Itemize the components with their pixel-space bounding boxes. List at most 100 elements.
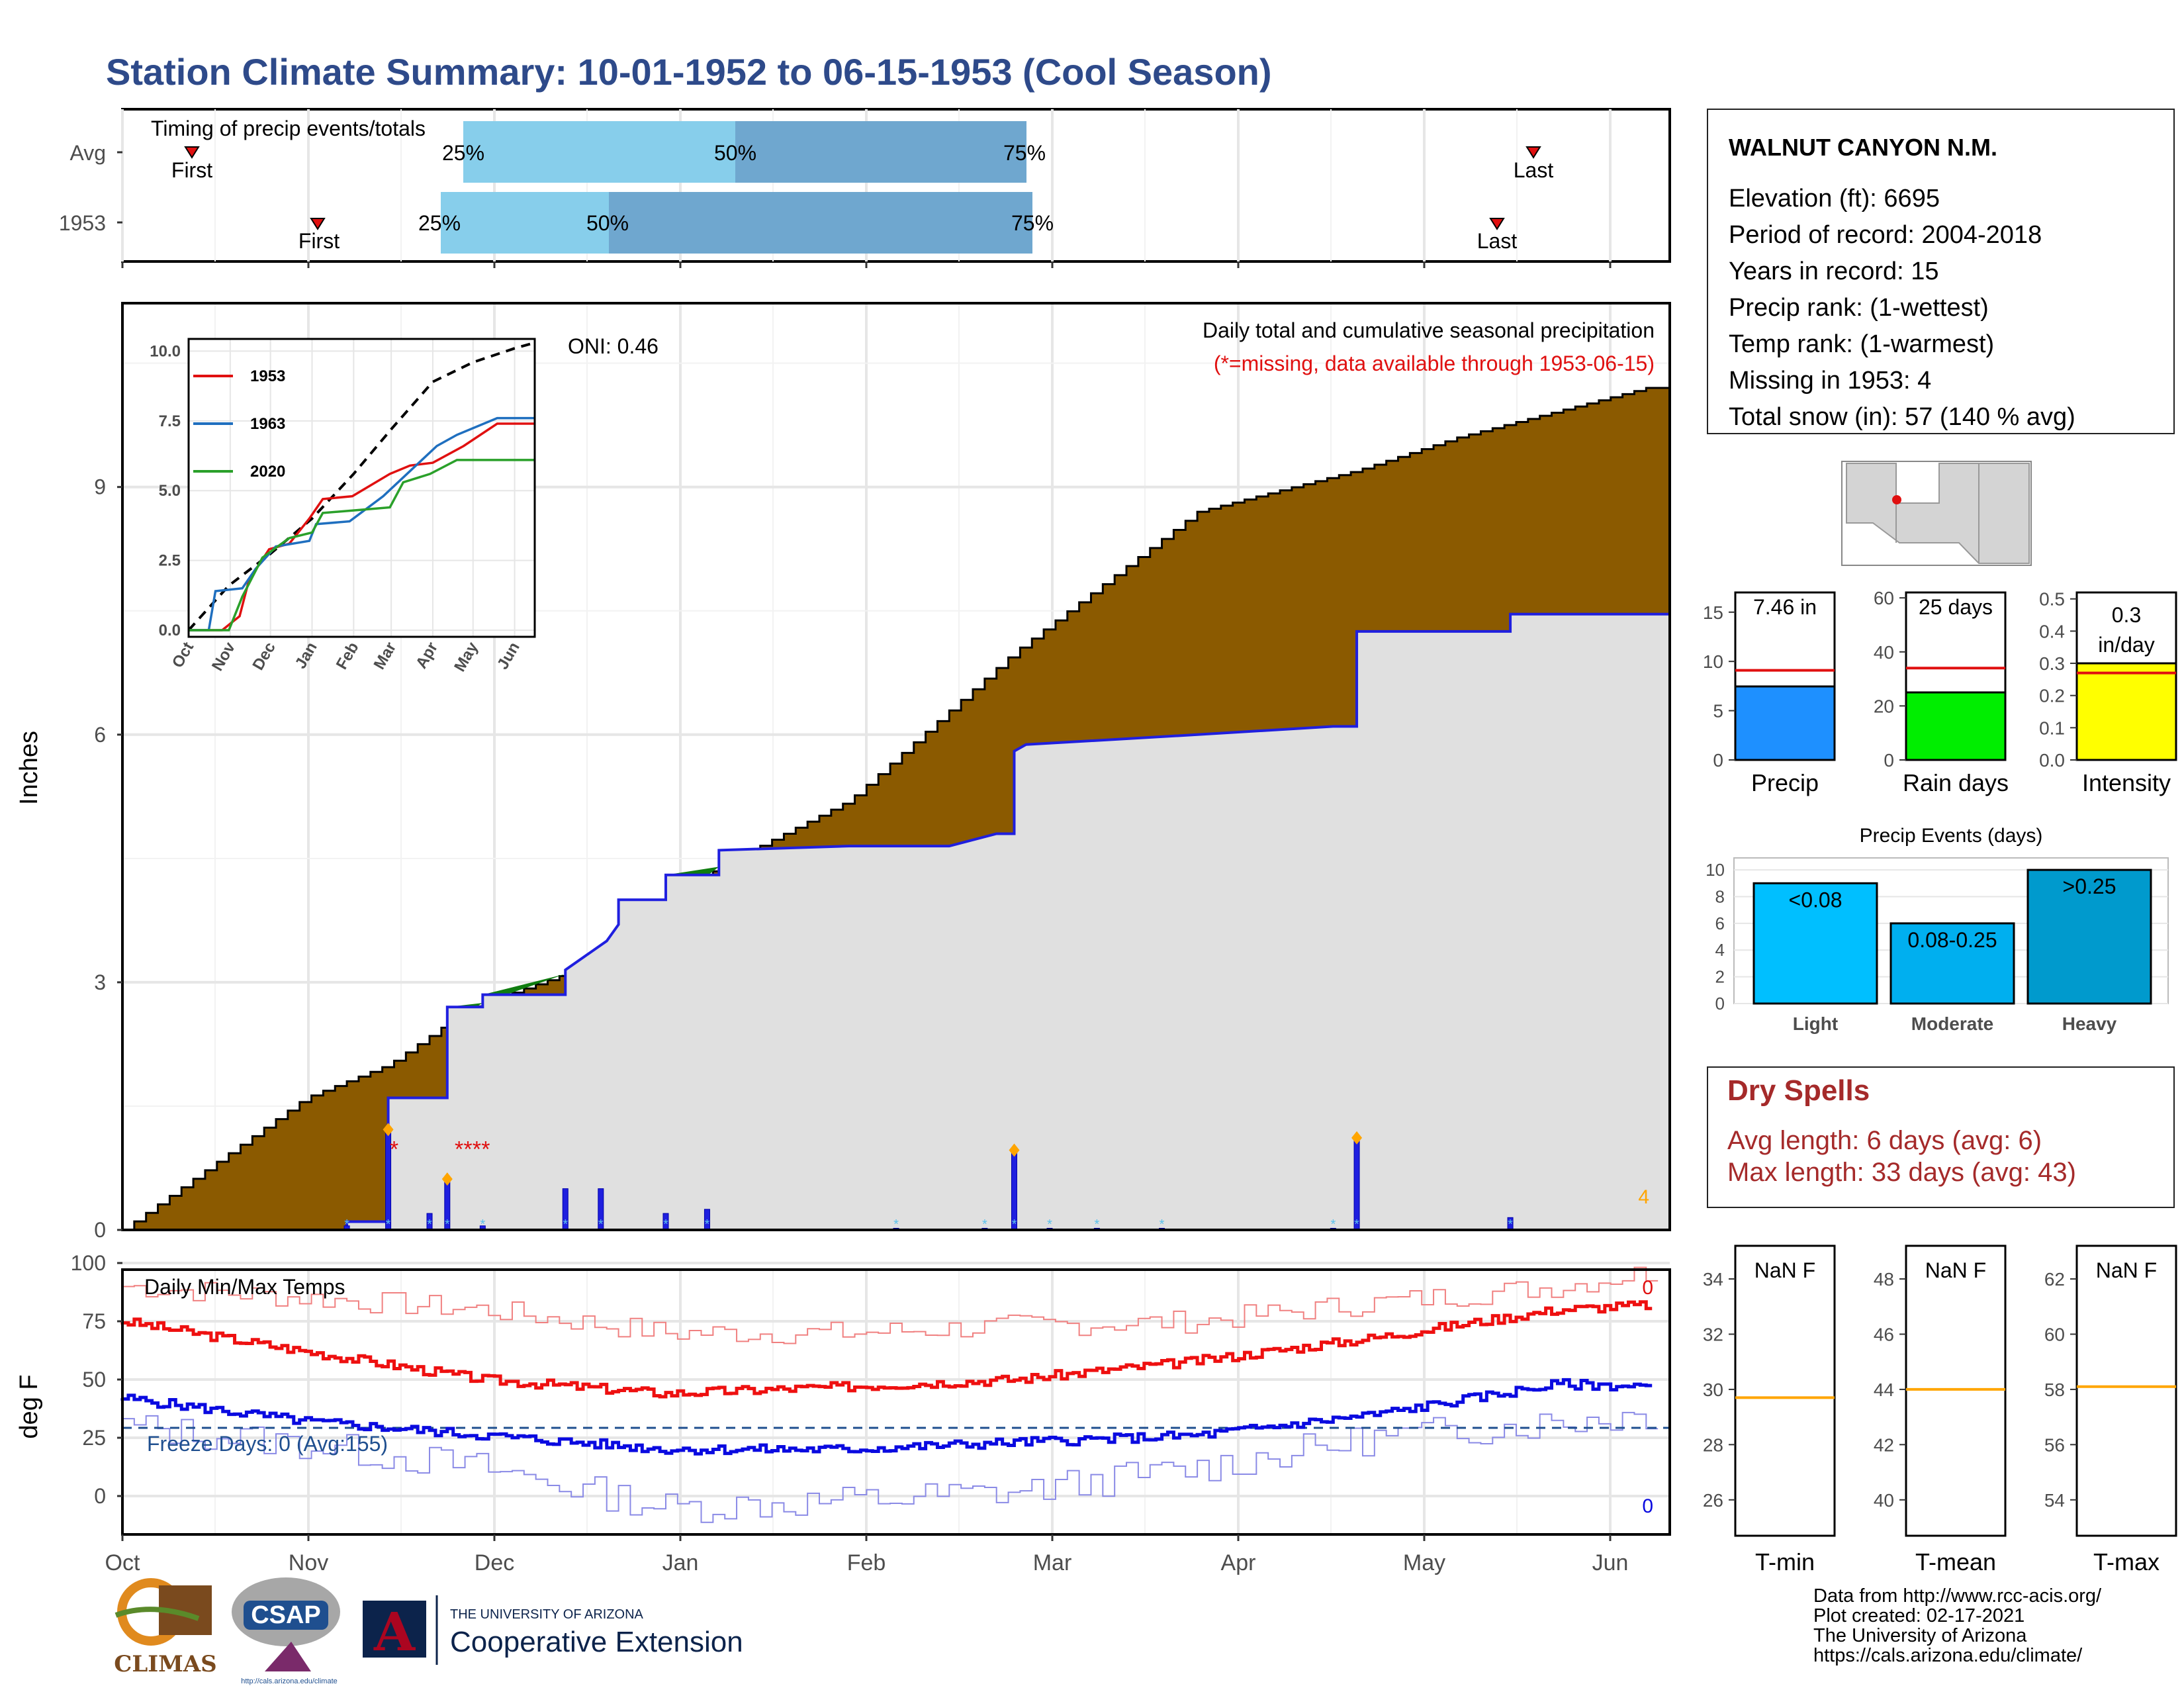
page-title: Station Climate Summary: 10-01-1952 to 0… (106, 51, 1272, 93)
snow-day-mark: * (480, 1217, 485, 1232)
precip-ytick: 9 (94, 475, 106, 499)
snow-day-mark: * (598, 1217, 604, 1232)
temp-summary-ytick: 60 (2044, 1324, 2065, 1344)
event-label: Heavy (2062, 1013, 2117, 1034)
csap-logo: CSAP http://cals.arizona.edu/climate (232, 1577, 340, 1685)
events-ytick: 2 (1715, 967, 1725, 987)
station-name: WALNUT CANYON N.M. (1729, 134, 1997, 161)
year-cumulative-area (122, 614, 1670, 1230)
summary-ytick: 0.3 (2039, 653, 2065, 674)
temp-summary-chart: 26 28 30 32 34 NaN F T-min (1703, 1244, 1836, 1575)
events-ytick: 6 (1715, 914, 1725, 933)
station-info-line: Precip rank: (1-wettest) (1729, 294, 1989, 322)
inset-background (189, 339, 535, 637)
event-label: Moderate (1911, 1013, 1993, 1034)
summary-bar-chart: 0 20 40 60 25 days Rain days (1874, 588, 2009, 796)
temp-summary-value: NaN F (2096, 1258, 2157, 1282)
summary-bars: 0 5 10 15 7.46 in Precip 0 20 40 60 25 days Rain da… (1703, 588, 2177, 796)
inset-1953-line (189, 422, 535, 632)
precip-events-chart: Precip Events (days) 0 2 4 6 8 10 <0.08 Light 0.… (1706, 825, 2169, 1034)
station-info-line: Total snow (in): 57 (140 % avg) (1729, 403, 2075, 431)
events-ytick: 8 (1715, 886, 1725, 906)
max-count: 0 (1642, 1277, 1653, 1299)
credit-line-2: Plot created: 02-17-2021 (1813, 1605, 2025, 1626)
temp-background (122, 1270, 1670, 1534)
temp-summary-ytick: 58 (2044, 1380, 2065, 1400)
year-cumulative-line (122, 612, 1670, 1231)
daily-precip-bar (1353, 1139, 1360, 1231)
events-ytick: 10 (1706, 860, 1725, 880)
freeze-days: Freeze Days: 0 (Avg:155) (147, 1432, 388, 1456)
station-info-line: Missing in 1953: 4 (1729, 367, 1931, 395)
snow-day-mark: * (563, 1217, 568, 1232)
summary-bar (1734, 685, 1836, 761)
summary-label: Precip (1751, 769, 1819, 796)
snow-day-mark: * (344, 1217, 349, 1232)
precip-ylabel: Inches (15, 731, 43, 805)
snow-marker (1351, 1131, 1363, 1145)
month-label: Mar (1033, 1550, 1072, 1575)
year-bar-late (609, 192, 1032, 254)
missing-marker: * (481, 1137, 490, 1162)
event-bar (1889, 922, 2015, 1005)
temp-summary-ytick: 62 (2044, 1269, 2065, 1289)
summary-ytick: 5 (1713, 701, 1723, 722)
snow-day-mark: * (663, 1217, 668, 1232)
events-ytick: 4 (1715, 940, 1725, 960)
ua-logo: A THE UNIVERSITY OF ARIZONA Cooperative … (363, 1595, 743, 1665)
summary-ytick: 40 (1874, 642, 1894, 663)
month-label: Apr (1221, 1550, 1256, 1575)
temp-summary-ytick: 46 (1874, 1324, 1894, 1344)
event-bar-text: 0.08-0.25 (1907, 928, 1997, 952)
missing-marker: * (390, 1137, 398, 1162)
temp-summary-charts: 26 28 30 32 34 NaN F T-min 40 42 44 46 48 NaN F T-mea… (1703, 1244, 2177, 1575)
min-count: 0 (1642, 1495, 1653, 1517)
summary-bar (1905, 691, 2007, 761)
summary-ytick: 0.5 (2039, 589, 2065, 610)
logos: CLIMAS CSAP http://cals.arizona.edu/clim… (114, 1577, 743, 1685)
station-info-line: Elevation (ft): 6695 (1729, 185, 1940, 212)
year-last-label: Last (1477, 229, 1518, 253)
snow-day-mark: * (1330, 1217, 1336, 1232)
avg-first-marker (184, 146, 200, 159)
precip-ytick: 0 (94, 1218, 106, 1242)
precip-frame (121, 302, 1671, 1231)
dry-spells-title: Dry Spells (1727, 1074, 1870, 1107)
temp-title: Daily Min/Max Temps (144, 1275, 345, 1299)
record-min-line (122, 1411, 1659, 1523)
precip-ytick: 6 (94, 723, 106, 747)
missing-marker: * (463, 1137, 472, 1162)
summary-value-unit: in/day (2098, 633, 2154, 657)
avg-p75-label: 75% (1003, 141, 1046, 165)
summary-ytick: 0 (1884, 750, 1894, 771)
inset-ytick: 7.5 (159, 412, 181, 430)
station-info-box: WALNUT CANYON N.M. Elevation (ft): 6695 P… (1707, 109, 2175, 434)
avg-first-label: First (171, 158, 212, 182)
avg-min-line (120, 1378, 1653, 1456)
inset-2020-line (189, 459, 535, 632)
temp-summary-label: T-max (2093, 1548, 2160, 1575)
temp-summary-ytick: 54 (2044, 1490, 2065, 1511)
temp-summary-ytick: 48 (1874, 1269, 1894, 1289)
avg-max-line (120, 1300, 1653, 1399)
inset-ytick: 2.5 (159, 552, 181, 570)
ua-small-text: THE UNIVERSITY OF ARIZONA (450, 1607, 644, 1622)
avg-p50-label: 50% (714, 141, 756, 165)
avg-bar-early (463, 121, 735, 183)
month-label: Nov (289, 1550, 328, 1575)
snow-day-mark: * (1160, 1217, 1165, 1232)
summary-bar-chart: 0.0 0.1 0.2 0.3 0.4 0.5 0.3 in/day Intensity (2039, 589, 2177, 796)
summary-label: Rain days (1903, 769, 2009, 796)
year-first-marker (310, 218, 326, 230)
summary-value: 0.3 (2112, 603, 2141, 627)
summary-ytick: 0.0 (2039, 750, 2065, 771)
summary-ytick: 0 (1713, 750, 1723, 771)
climas-text: CLIMAS (114, 1651, 216, 1677)
temp-panel: 0 25 50 75 100 deg F Daily Min/Max Temps Fre… (15, 1251, 1671, 1575)
temp-summary-ytick: 34 (1703, 1269, 1723, 1289)
temp-summary-label: T-min (1755, 1548, 1815, 1575)
summary-ytick: 10 (1703, 651, 1723, 672)
summary-ytick: 0.1 (2039, 718, 2065, 738)
